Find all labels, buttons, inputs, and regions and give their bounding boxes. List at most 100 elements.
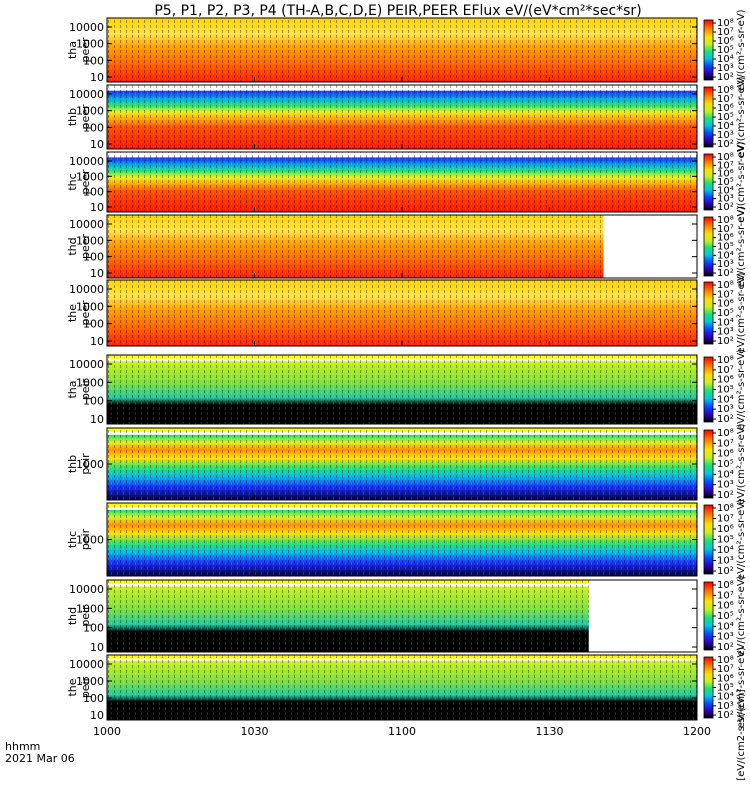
panel-thb-peer: 10 100 1000 10000 thb peer 10²10³10⁴10⁵10⁶10⁷1… [66,76,747,157]
spectrogram-texture [107,655,697,720]
x-axis-label-date: 2021 Mar 06 [5,752,75,765]
data-gap [588,580,697,652]
colorbar-tick-label: 10⁴ [717,250,734,261]
x-tick-label: 1000 [93,725,121,738]
colorbar-tick-label: 10⁵ [717,242,734,253]
colorbar-tick-label: 10⁷ [717,27,734,38]
colorbar-tick-label: 10³ [717,259,734,270]
y-tick-label: 10 [90,138,104,151]
y-tick-label: 10 [90,267,104,280]
y-axis-label-probe: thc [66,173,79,190]
colorbar-tick-label: 10⁶ [717,103,734,114]
colorbar-tick-label: 10² [717,139,734,150]
chart-title: P5, P1, P2, P3, P4 (TH-A,B,C,D,E) PEIR,P… [154,3,641,19]
colorbar [703,19,714,81]
y-axis-label-species: peer [79,169,92,195]
colorbar-label: eV/(cm²-s-sr-eV) [736,206,747,287]
y-tick-label: 10000 [69,155,104,168]
colorbar-tick-label: 10³ [717,632,734,643]
colorbar-label: eV/(cm²-s-sr-eV) [736,423,747,504]
y-axis-label-species: peer [79,37,92,63]
y-tick-label: 1000 [76,675,104,688]
x-axis-label-hhmm: hhmm [5,740,40,753]
colorbar [703,216,714,277]
y-tick-label: 1000 [76,534,104,547]
colorbar-label: eV/(cm²-s-sr-eV) [736,499,747,580]
colorbar-tick-label: 10⁷ [717,365,734,376]
y-tick-label: 10000 [69,658,104,671]
colorbar-tick-label: 10³ [717,130,734,141]
y-tick-label: 1000 [76,376,104,389]
colorbar-tick-label: 10² [717,490,734,501]
y-axis-label-probe: the [66,304,79,322]
colorbar-tick-label: 10⁶ [717,299,734,310]
colorbar-tick-label: 10⁷ [717,289,734,300]
x-tick-label: 1030 [241,725,269,738]
colorbar-tick-label: 10⁴ [717,692,734,703]
y-axis-label-species: peir [79,676,92,698]
colorbar-tick-label: 10⁷ [717,664,734,675]
colorbar-tick-label: 10⁸ [717,152,734,163]
colorbar-tick-label: 10⁵ [717,177,734,188]
y-axis-label-species: peir [79,605,92,627]
spectrogram-texture [107,280,697,346]
colorbar-label: eV/(cm²-s-sr-eV) [736,272,747,353]
y-axis-label-species: peir [79,528,92,550]
y-tick-label: 10 [90,413,104,426]
panel-thd-peir: 10 100 1000 10000 thd peir 10²10³10⁴10⁵10⁶10⁷1… [66,575,747,656]
colorbar-tick-label: 10⁸ [717,655,734,666]
colorbar-tick-label: 10⁴ [717,621,734,632]
y-tick-label: 100 [83,251,104,264]
panel-tha-peir: 10 100 1000 10000 tha peir 10²10³10⁴10⁵10⁶10⁷1… [66,349,747,430]
colorbar-tick-label: 10⁷ [717,514,734,525]
y-axis-label-probe: the [66,678,79,696]
colorbar-tick-label: 10⁶ [717,233,734,244]
colorbar [703,356,714,423]
y-axis-label-probe: thd [66,607,79,625]
colorbar-tick-label: 10⁶ [717,169,734,180]
x-tick-label: 1200 [683,725,711,738]
colorbar-tick-label: 10³ [717,63,734,74]
colorbar-tick-label: 10² [717,414,734,425]
colorbar-tick-label: 10³ [717,556,734,567]
colorbar-tick-label: 10⁵ [717,611,734,622]
y-tick-label: 1000 [76,234,104,247]
colorbar-tick-label: 10⁸ [717,280,734,291]
colorbar [703,656,714,719]
colorbar-tick-label: 10⁴ [717,54,734,65]
colorbar-tick-label: 10⁸ [717,503,734,514]
colorbar-tick-label: 10⁸ [717,580,734,591]
colorbar-tick-label: 10⁶ [717,36,734,47]
y-axis-label-species: peir [79,453,92,475]
y-axis-label-probe: tha [66,380,79,398]
y-tick-label: 10 [90,335,104,348]
colorbar-tick-label: 10³ [717,404,734,415]
colorbar [703,86,714,148]
y-axis-label-probe: thd [66,237,79,255]
colorbar-tick-label: 10⁸ [717,355,734,366]
colorbar-tick-label: 10⁶ [717,673,734,684]
colorbar-label: eV/(cm²-s-sr-eV) [736,141,747,222]
y-axis-label-probe: thb [66,455,79,473]
spectrogram-texture [107,428,697,500]
panel-the-peer: 10 100 1000 10000 the peer 10²10³10⁴10⁵10⁶10⁷1… [66,272,747,353]
y-axis-label-species: peer [79,234,92,260]
colorbar-tick-label: 10² [717,268,734,279]
y-tick-label: 1000 [76,300,104,313]
colorbar-label: eV/(cm²-s-sr-eV) [736,76,747,157]
colorbar-tick-label: 10² [717,710,734,721]
colorbar-tick-label: 10⁶ [717,601,734,612]
colorbar-tick-label: 10⁴ [717,121,734,132]
colorbar-tick-label: 10⁴ [717,185,734,196]
y-axis-label-probe: thc [66,531,79,548]
spectrogram-texture [107,215,604,278]
colorbar-tick-label: 10³ [717,194,734,205]
y-tick-label: 100 [83,54,104,67]
y-tick-label: 10000 [69,88,104,101]
spectrogram-texture [107,152,697,212]
colorbar-tick-label: 10⁵ [717,112,734,123]
spectrogram-texture [107,85,697,149]
